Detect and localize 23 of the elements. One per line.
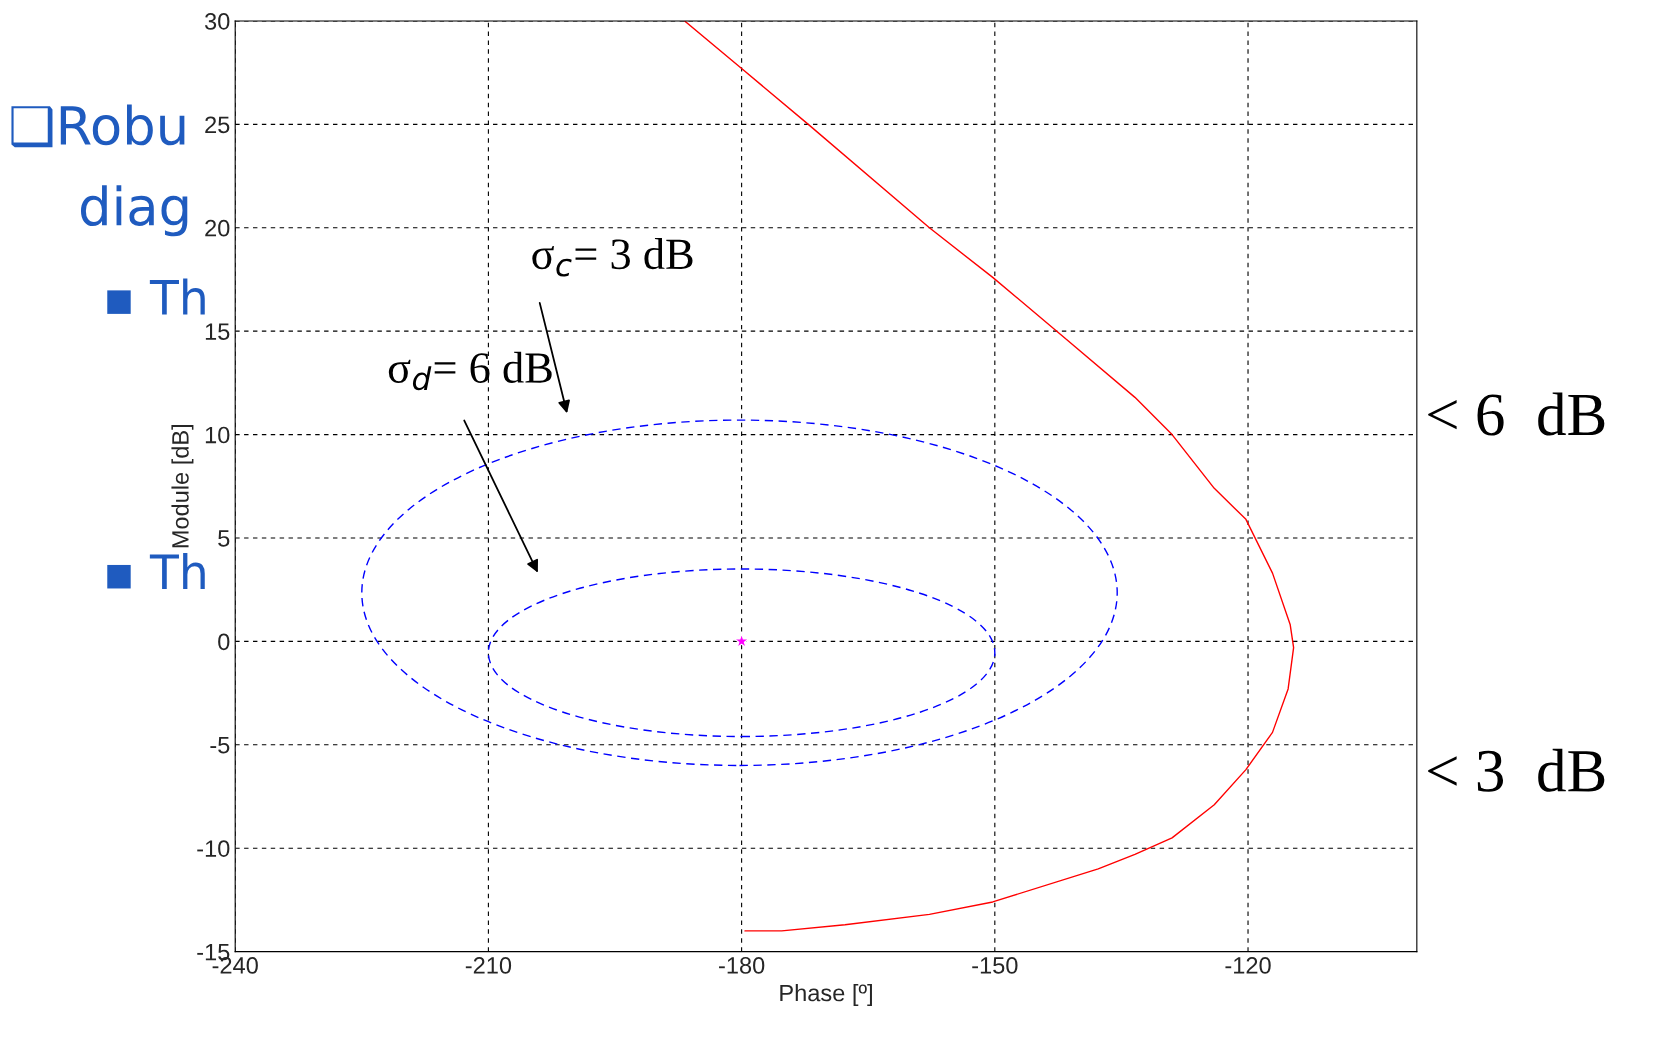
y-tick-label: -10 <box>197 840 230 857</box>
x-axis-title: Phase [º] <box>780 984 872 1007</box>
text: ▪ Th <box>107 553 205 589</box>
text: < 3 dB <box>1428 748 1605 792</box>
annotation: σ$_{d}$= 6 dB <box>388 351 552 391</box>
x-tick-label: -120 <box>1225 957 1271 974</box>
text: ▪ Th <box>107 278 205 315</box>
y-tick-label: 20 <box>205 219 230 237</box>
y-tick-label: 10 <box>205 426 230 444</box>
y-axis-title: Module [dB] <box>171 424 194 548</box>
annotation: σ$_{c}$= 3 dB <box>532 238 693 277</box>
y-tick-label: 0 <box>218 633 230 651</box>
text: < 6 dB <box>1428 392 1605 436</box>
y-tick-label: 30 <box>204 13 230 30</box>
x-tick-label: -210 <box>465 957 512 974</box>
y-tick-label: -5 <box>210 737 230 754</box>
text: diag <box>80 185 188 237</box>
y-tick-label: 5 <box>218 530 230 547</box>
y-tick-label: 25 <box>205 116 230 134</box>
x-tick-label: -150 <box>972 957 1018 974</box>
y-tick-label: 15 <box>205 323 230 340</box>
x-tick-label: -180 <box>719 957 765 974</box>
text: ❑Robu <box>11 104 185 148</box>
